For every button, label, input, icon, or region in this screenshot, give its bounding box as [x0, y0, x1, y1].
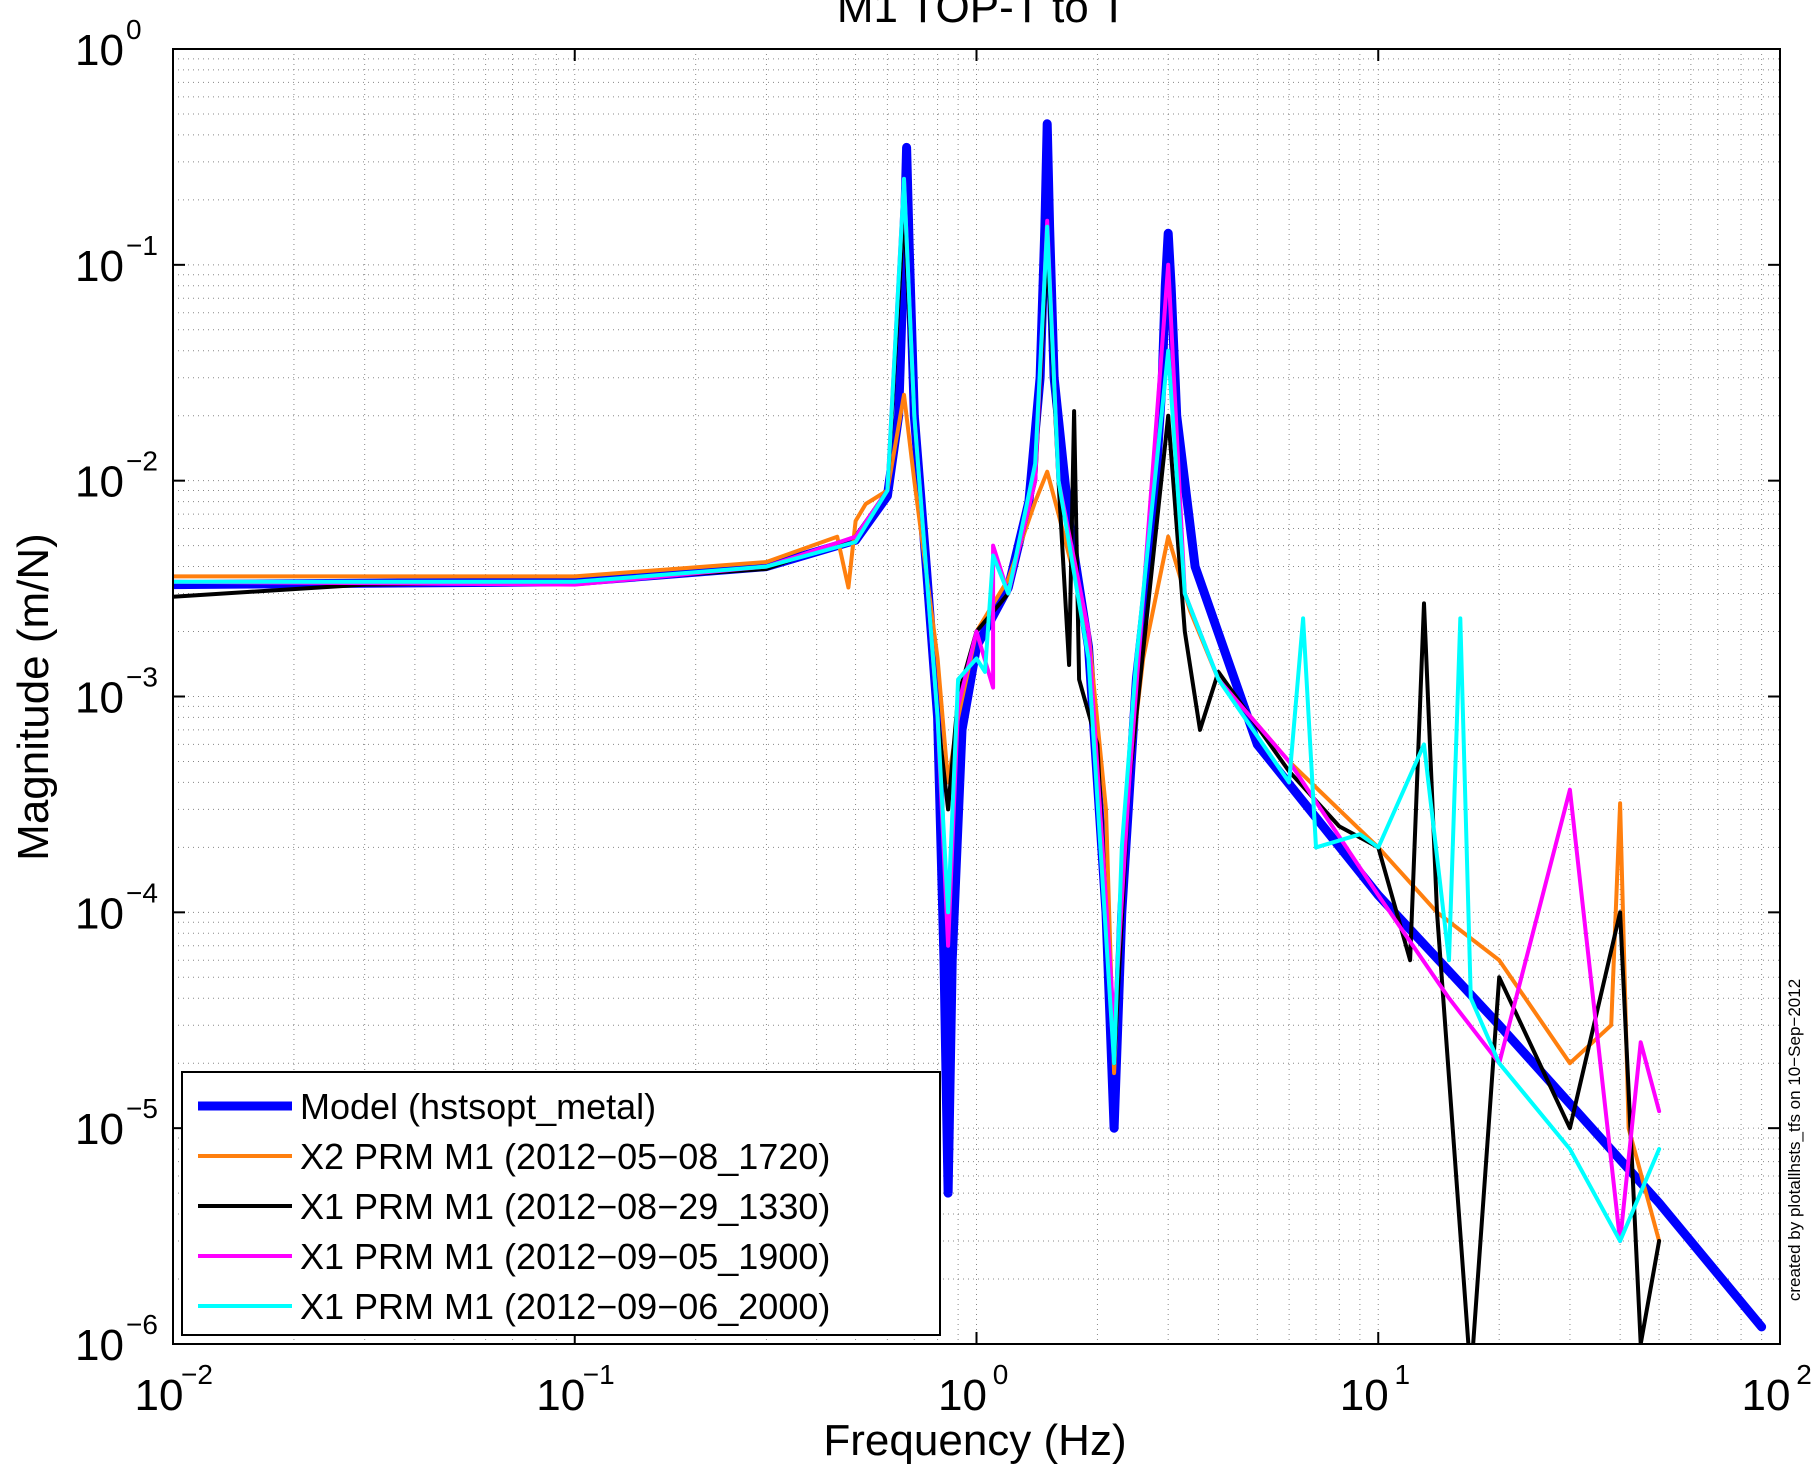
x-tick-exponent: 2 [1796, 1359, 1812, 1390]
y-tick-label: 10 [75, 889, 124, 938]
y-tick-exponent: −3 [126, 662, 158, 693]
series-layer [173, 119, 1767, 1344]
x-tick-exponent: −1 [583, 1359, 615, 1390]
axis-ticks: 10−2 10−1 10 0 10 1 10 210 010 −110 −210 −310 −410 −5… [75, 14, 1812, 1420]
grid-lines [173, 49, 1780, 1344]
y-axis-label: Magnitude (m/N) [9, 533, 58, 861]
x-tick-label: 10 [1742, 1371, 1791, 1420]
y-tick-label: 10 [75, 26, 124, 75]
y-tick-label: 10 [75, 1321, 124, 1370]
legend: Model (hstsopt_metal) X2 PRM M1 (2012−05−… [181, 1071, 941, 1336]
x-tick-exponent: 0 [993, 1359, 1009, 1390]
x-tick-label: 10 [135, 1371, 184, 1420]
y-tick-label: 10 [75, 242, 124, 291]
legend-label-0: Model (hstsopt_metal) [300, 1086, 656, 1127]
legend-box [181, 1071, 941, 1336]
legend-label-3: X1 PRM M1 (2012−09−05_1900) [300, 1236, 830, 1277]
y-tick-label: 10 [75, 674, 124, 723]
y-tick-exponent: −1 [126, 230, 158, 261]
credit-annotation: created by plotallhsts_tfs on 10−Sep−201… [1785, 979, 1804, 1301]
legend-label-4: X1 PRM M1 (2012−09−06_2000) [300, 1286, 830, 1327]
legend-label-2: X1 PRM M1 (2012−08−29_1330) [300, 1186, 830, 1227]
x-axis-label: Frequency (Hz) [823, 1416, 1126, 1465]
y-tick-exponent: −2 [126, 446, 158, 477]
y-tick-exponent: 0 [126, 14, 142, 45]
x-tick-label: 10 [1340, 1371, 1389, 1420]
chart-title: M1 TOP-T to T [837, 0, 1127, 32]
y-tick-exponent: −4 [126, 877, 158, 908]
x-tick-exponent: −2 [181, 1359, 213, 1390]
y-tick-exponent: −6 [126, 1309, 158, 1340]
y-tick-exponent: −5 [126, 1093, 158, 1124]
legend-label-1: X2 PRM M1 (2012−05−08_1720) [300, 1136, 830, 1177]
series-line-4 [173, 176, 1662, 1243]
x-tick-label: 10 [536, 1371, 585, 1420]
y-tick-label: 10 [75, 458, 124, 507]
x-tick-label: 10 [938, 1371, 987, 1420]
y-tick-label: 10 [75, 1105, 124, 1154]
x-tick-exponent: 1 [1394, 1359, 1410, 1390]
